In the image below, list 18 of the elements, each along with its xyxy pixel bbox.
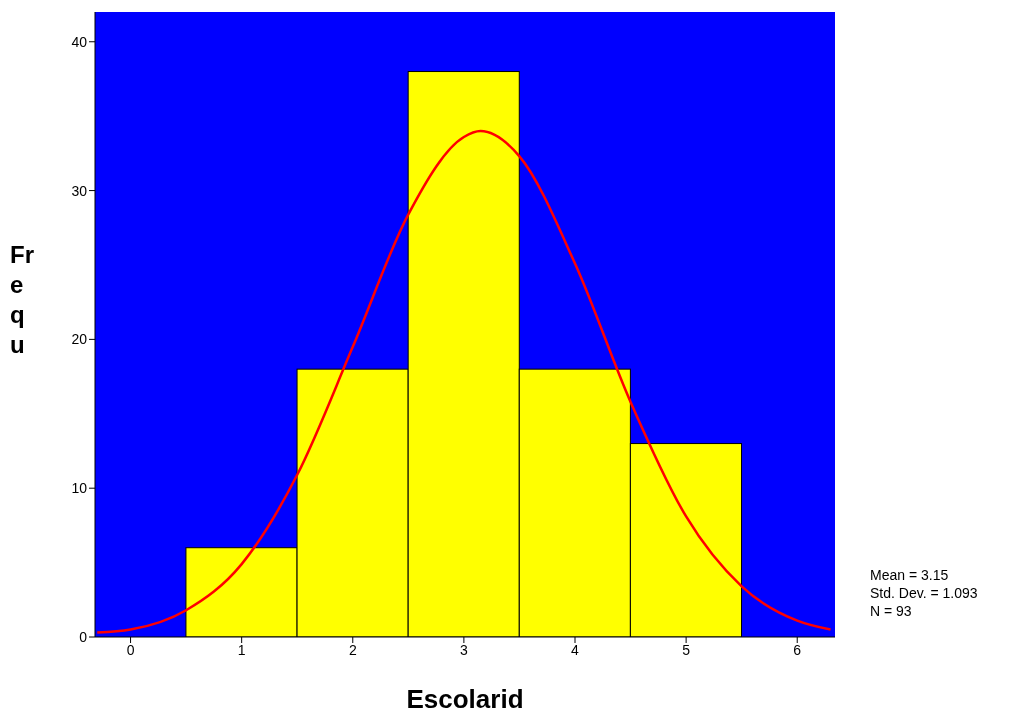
y-tick-label: 0 [79, 628, 88, 645]
text: Std. Dev. = 1.093 [870, 584, 978, 602]
y-tick-label: 10 [71, 480, 88, 497]
x-tick-label: 4 [571, 641, 580, 658]
text: N = 93 [870, 602, 913, 620]
y-tick-label: 40 [71, 33, 88, 50]
x-tick-label: 0 [126, 641, 135, 658]
x-tick-label: 5 [682, 641, 691, 658]
y-tick-label: 30 [71, 182, 88, 199]
x-tick-label: 3 [459, 641, 468, 658]
line-series [95, 129, 832, 634]
y-tick-label: 20 [71, 331, 88, 348]
x-tick-label: 6 [793, 641, 802, 658]
text: Mean = 3.15 [870, 566, 950, 584]
x-tick-label: 2 [348, 641, 357, 658]
y-axis-title: Frequ [10, 240, 34, 360]
x-tick-label: 1 [237, 641, 246, 658]
x-axis-title: Escolarid [405, 684, 525, 715]
